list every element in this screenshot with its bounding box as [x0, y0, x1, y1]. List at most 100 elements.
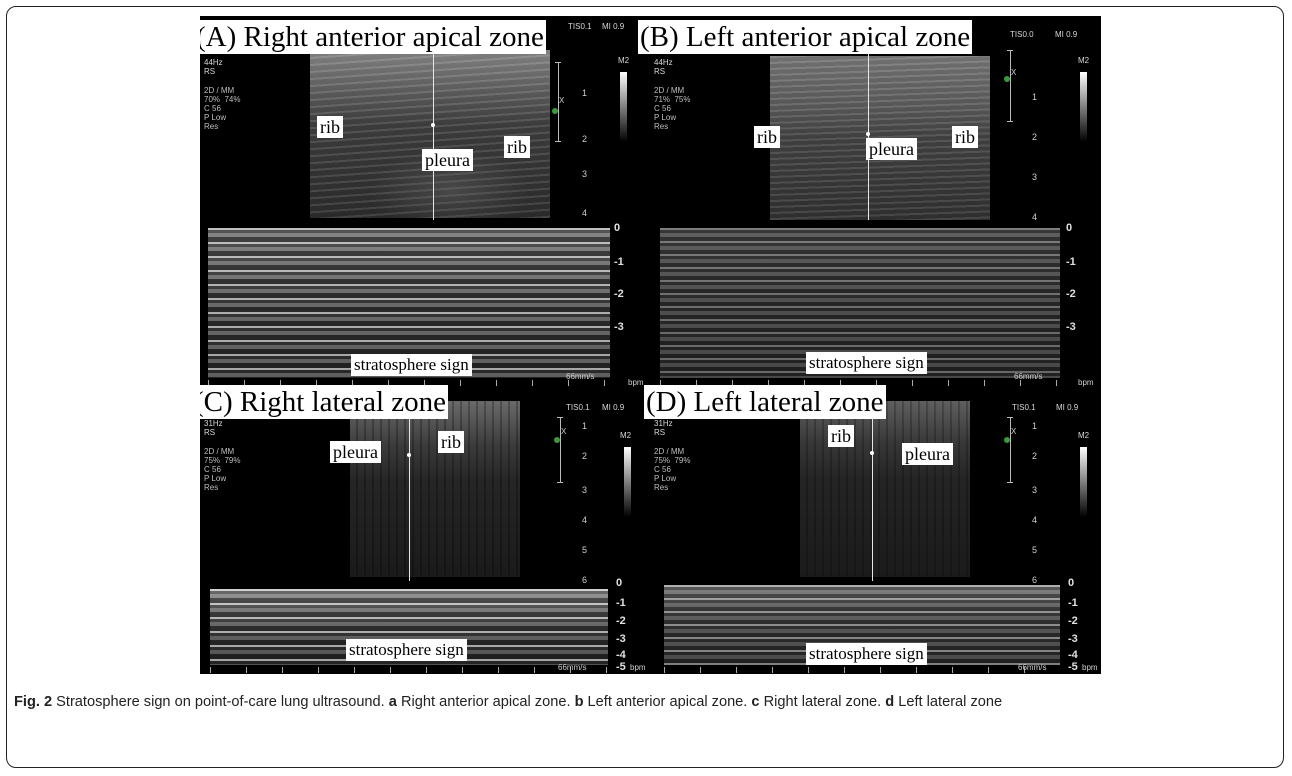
caption-item-d: Left lateral zone [894, 694, 1003, 710]
panel-d-m2: M2 [1078, 431, 1090, 440]
panel-a-tis: TIS0.1 [568, 22, 592, 31]
panel-a-depth-1: 1 [582, 88, 588, 98]
panel-d-depth-3: 3 [1032, 485, 1038, 495]
panel-d-mmode-tick-2: -2 [1068, 615, 1078, 627]
panel-c-settings: 2D / MM 75% 79% C 56 P Low Res [204, 447, 241, 492]
panel-d-x-marker: X [1011, 427, 1017, 436]
panel-a-x-marker: X [559, 96, 565, 105]
panel-c-depth-2: 2 [582, 451, 588, 461]
panel-b-rib-right-label: rib [952, 126, 978, 148]
panel-b-time-ticks [660, 380, 1060, 386]
panel-c-rib-label: rib [438, 431, 464, 453]
caption-text: Stratosphere sign on point-of-care lung … [52, 694, 389, 710]
panel-c-bpm: bpm [630, 663, 646, 672]
panel-a-mmode-tick-2: -2 [614, 288, 624, 300]
panel-a: (A) Right anterior apical zone 44Hz RS 2… [200, 16, 650, 401]
panel-a-speed: 66mm/s [566, 372, 595, 381]
figure-caption: Fig. 2 Stratosphere sign on point-of-car… [14, 692, 1276, 712]
caption-letter-b: b [574, 694, 584, 710]
panel-a-settings: 2D / MM 70% 74% C 56 P Low Res [204, 86, 241, 131]
panel-c-focus-marker [554, 437, 560, 443]
panel-b-bpm: bpm [1078, 378, 1094, 387]
panel-d-bmode-image [800, 401, 970, 577]
panel-c: (C) Right lateral zone 31Hz RS 2D / MM 7… [200, 385, 650, 674]
panel-b-depth-1: 1 [1032, 92, 1038, 102]
panel-b-mmode-tick-2: -2 [1066, 288, 1076, 300]
panel-d-rib-label: rib [828, 425, 854, 447]
panel-b-speed: 66mm/s [1014, 372, 1043, 381]
panel-a-title: (A) Right anterior apical zone [200, 20, 546, 54]
panel-c-speed: 66mm/s [558, 663, 587, 672]
panel-b-depth-4: 4 [1032, 212, 1038, 222]
panel-b-grayscale-bar [1080, 72, 1087, 142]
panel-b-settings: 2D / MM 71% 75% C 56 P Low Res [654, 86, 691, 131]
panel-b-tis: TIS0.0 [1010, 30, 1034, 39]
panel-d-mmode-tick-1: -1 [1068, 597, 1078, 609]
panel-a-m2: M2 [618, 56, 630, 65]
panel-d-mmode-tick-3: -3 [1068, 633, 1078, 645]
panel-c-mmode-tick-4: -4 [616, 649, 626, 661]
panel-a-time-ticks [208, 380, 610, 386]
panel-a-mmode-tick-1: -1 [614, 256, 624, 268]
panel-d-mi: MI 0.9 [1056, 403, 1079, 412]
panel-d-focus-bracket [1007, 417, 1013, 483]
panel-c-depth-4: 4 [582, 515, 588, 525]
panel-d-time-ticks [664, 667, 1060, 673]
panel-b-mmode-cursor [868, 40, 869, 220]
panel-b-cursor-point [866, 132, 870, 136]
panel-a-mmode-cursor [433, 36, 434, 220]
caption-item-b: Left anterior apical zone. [583, 694, 752, 710]
panel-b-depth-2: 2 [1032, 132, 1038, 142]
panel-b-mi: MI 0.9 [1055, 30, 1078, 39]
panel-b-mmode-tick-3: -3 [1066, 321, 1076, 333]
panel-b-depth-3: 3 [1032, 172, 1038, 182]
caption-letter-d: d [885, 694, 895, 710]
panel-b-mmode-tick-0: 0 [1066, 222, 1073, 234]
panel-a-grayscale-bar [620, 72, 627, 142]
panel-b-title: (B) Left anterior apical zone [638, 20, 973, 54]
panel-c-pleura-label: pleura [330, 441, 381, 463]
panel-a-depth-3: 3 [582, 169, 588, 179]
panel-c-grayscale-bar [624, 447, 631, 517]
panel-a-focus-marker [552, 108, 558, 114]
panel-a-bmode-image [310, 50, 550, 218]
panel-b-mmode-tick-1: -1 [1066, 256, 1076, 268]
caption-letter-c: c [751, 694, 760, 710]
panel-a-rib-right-label: rib [504, 136, 530, 158]
panel-c-mi: MI 0.9 [602, 403, 625, 412]
panel-a-focus-bracket [555, 62, 561, 142]
panel-d-header: 31Hz RS [654, 419, 673, 437]
panel-b: (B) Left anterior apical zone 44Hz RS 2D… [638, 16, 1101, 401]
panel-c-depth-1: 1 [582, 421, 588, 431]
caption-item-a: Right anterior apical zone. [396, 694, 575, 710]
panel-d-mmode-tick-4: -4 [1068, 649, 1078, 661]
panel-c-m2: M2 [620, 431, 632, 440]
panel-c-header: 31Hz RS [204, 419, 223, 437]
panel-d-speed: 66mm/s [1018, 663, 1047, 672]
panel-d-cursor-point [870, 451, 874, 455]
panel-d-mmode-tick-0: 0 [1068, 577, 1075, 589]
panel-b-m2: M2 [1078, 56, 1090, 65]
panel-c-tis: TIS0.1 [566, 403, 590, 412]
panel-c-mmode-tick-3: -3 [616, 633, 626, 645]
panel-a-depth-4: 4 [582, 208, 588, 218]
panel-a-mmode-tick-0: 0 [614, 222, 621, 234]
panel-c-depth-3: 3 [582, 485, 588, 495]
panel-a-mmode-tick-3: -3 [614, 321, 624, 333]
panel-c-mmode-tick-2: -2 [616, 615, 626, 627]
panel-b-focus-marker [1004, 76, 1010, 82]
panel-d-tis: TIS0.1 [1012, 403, 1036, 412]
panel-d-depth-4: 4 [1032, 515, 1038, 525]
ultrasound-figure: (A) Right anterior apical zone 44Hz RS 2… [200, 16, 1101, 674]
caption-item-c: Right lateral zone. [759, 694, 886, 710]
panel-d-title: (D) Left lateral zone [644, 385, 886, 419]
panel-d-mmode-tick-5: -5 [1068, 661, 1078, 673]
panel-c-mmode-tick-0: 0 [616, 577, 623, 589]
panel-b-focus-bracket [1007, 50, 1013, 122]
panel-a-depth-2: 2 [582, 134, 588, 144]
panel-d-grayscale-bar [1080, 447, 1087, 517]
panel-c-title: (C) Right lateral zone [200, 385, 449, 419]
panel-d: (D) Left lateral zone 31Hz RS 2D / MM 75… [644, 385, 1101, 674]
panel-c-time-ticks [210, 667, 608, 673]
panel-b-header: 44Hz RS [654, 58, 673, 76]
